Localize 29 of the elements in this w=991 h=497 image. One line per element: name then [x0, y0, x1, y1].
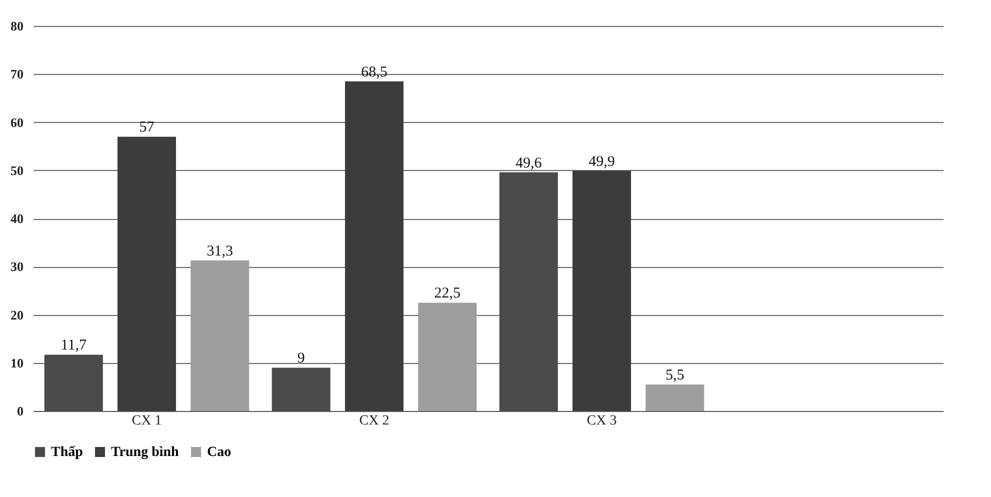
- legend-label: Thấp: [51, 445, 84, 460]
- y-tick-label: 10: [10, 355, 24, 370]
- x-tick-label: CX 1: [132, 414, 162, 428]
- legend-label: Cao: [207, 445, 232, 460]
- bar: [345, 81, 404, 411]
- bar: [190, 260, 250, 411]
- y-tick-label: 0: [17, 404, 24, 418]
- bar: [418, 302, 477, 411]
- x-tick-label: CX 3: [586, 414, 617, 428]
- legend-label: Trung bình: [111, 445, 180, 460]
- y-tick-label: 30: [10, 259, 24, 274]
- bar: [646, 384, 704, 411]
- y-tick-label: 50: [10, 162, 24, 178]
- bar: [572, 170, 631, 411]
- data-label: 57: [139, 120, 155, 136]
- data-label: 49,9: [588, 154, 615, 170]
- x-tick-label: CX 2: [359, 414, 390, 428]
- data-label: 11,7: [60, 338, 87, 354]
- y-tick-label: 20: [10, 307, 24, 322]
- data-label: 31,3: [206, 243, 233, 260]
- y-tick-label: 70: [10, 66, 24, 82]
- y-tick-label: 80: [10, 18, 24, 34]
- data-label: 22,5: [434, 286, 460, 302]
- bar: [118, 136, 176, 411]
- y-tick-label: 60: [10, 114, 24, 130]
- data-label: 9: [297, 350, 305, 367]
- data-label: 49,6: [516, 155, 542, 172]
- y-tick-label: 40: [10, 211, 24, 226]
- data-label: 5,5: [666, 368, 684, 384]
